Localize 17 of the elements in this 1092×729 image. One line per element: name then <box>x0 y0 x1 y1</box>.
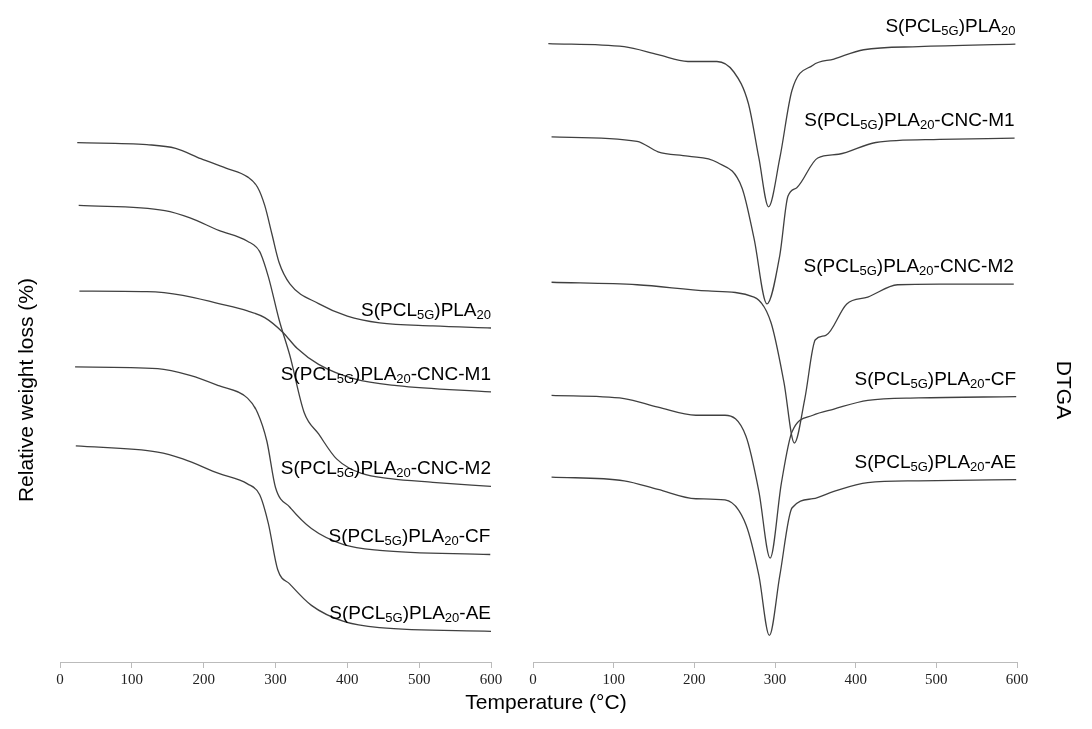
x-tick-label: 200 <box>192 670 215 687</box>
x-tick-label: 600 <box>479 670 503 687</box>
x-tick-label: 100 <box>602 670 625 687</box>
x-tick-label: 300 <box>763 670 787 687</box>
y-axis-title: Relative weight loss (%) <box>14 277 38 503</box>
x-tick-label: 0 <box>56 670 64 687</box>
x-tick-label: 400 <box>844 670 867 687</box>
x-tick-label: 100 <box>120 670 144 687</box>
x-tick-label: 0 <box>529 670 537 687</box>
x-tick-label: 500 <box>925 670 948 687</box>
x-tick-label: 500 <box>407 670 431 687</box>
x-tick-label: 400 <box>336 670 359 687</box>
x-tick-label: 200 <box>683 670 706 687</box>
y-axis-title: DTGA <box>1052 360 1076 420</box>
x-axis-title: Temperature (°C) <box>464 690 628 714</box>
x-tick-label: 600 <box>1005 670 1029 687</box>
x-tick-label: 300 <box>264 670 287 687</box>
